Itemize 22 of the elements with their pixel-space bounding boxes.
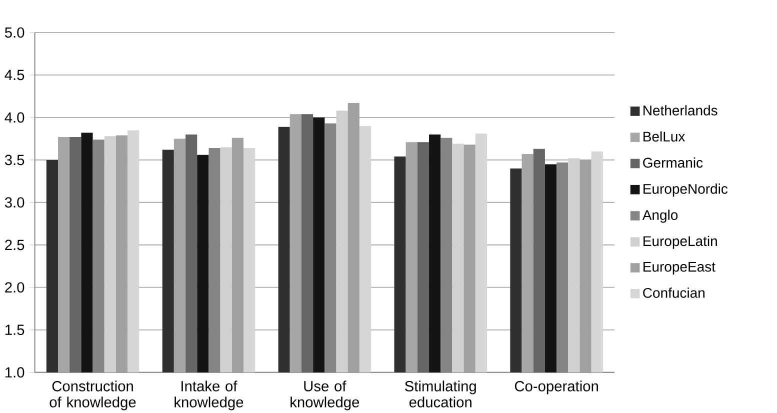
y-tick-label: 3.0 <box>4 197 24 208</box>
y-tick-label: 1.0 <box>5 367 24 378</box>
y-tick-label: 2.5 <box>5 240 24 250</box>
y-tick-label: 3.5 <box>4 154 24 166</box>
y-tick-label: 4.5 <box>4 70 24 80</box>
legend-label: EuropeEast <box>644 262 716 274</box>
y-tick-label: 5.0 <box>4 27 24 38</box>
legend-label: Netherlands <box>644 105 718 116</box>
legend-label: EuropeNordic <box>644 184 728 197</box>
legend-label: BelLux <box>644 131 686 142</box>
legend-label: EuropeLatin <box>644 236 717 249</box>
y-tick-label: 1.5 <box>5 324 24 335</box>
x-tick-label: Stimulating education <box>405 380 476 408</box>
y-tick-label: 4.0 <box>4 112 24 123</box>
legend-label: Germanic <box>643 157 703 168</box>
x-tick-label: Co-operation <box>514 380 598 394</box>
x-tick-label: Use of knowledge <box>290 380 360 410</box>
legend-label: Anglo <box>642 210 678 223</box>
y-tick-label: 2.0 <box>5 282 24 293</box>
legend-label: Confucian <box>643 288 704 298</box>
x-tick-label: Intake of knowledge <box>174 380 244 410</box>
x-tick-label: Construction of knowledge <box>50 380 136 410</box>
